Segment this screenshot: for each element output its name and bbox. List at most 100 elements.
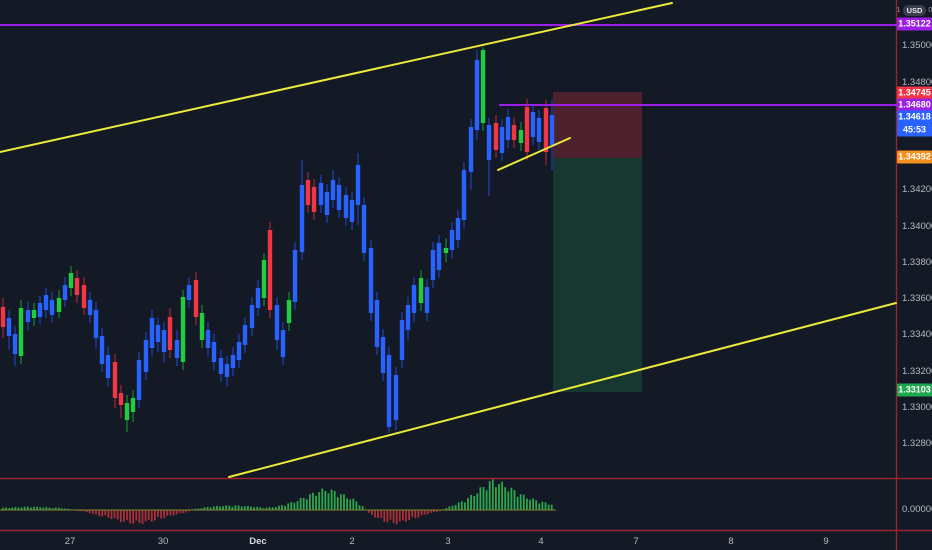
histogram-bar — [510, 487, 513, 510]
candle-body — [393, 375, 399, 420]
target-level-label: 1.33103 — [897, 383, 932, 397]
histogram-bar — [234, 505, 237, 510]
histogram-bar — [8, 508, 11, 510]
histogram-bar — [315, 495, 317, 510]
candle-body — [186, 285, 192, 300]
histogram-bar — [380, 510, 383, 518]
time-axis[interactable]: 27 30 Dec 2 3 4 7 8 9 — [0, 533, 897, 550]
candle-body — [124, 403, 130, 420]
candle-body — [236, 342, 242, 360]
candle-body — [174, 340, 180, 358]
histogram-bar — [309, 494, 311, 510]
time-tick-label: 27 — [64, 536, 76, 547]
price-tick-label: 1.33400 — [902, 329, 932, 340]
histogram-bar — [398, 510, 401, 522]
histogram-bar — [281, 505, 283, 510]
candle-body — [399, 320, 405, 360]
price-tick-label: 1.33200 — [902, 366, 932, 377]
alert-level-label: 1.34680 — [897, 98, 932, 112]
histogram-bar — [513, 490, 516, 510]
currency-toggle[interactable]: 1 USD 0 — [897, 3, 932, 17]
candle-body — [18, 308, 24, 356]
candle-body — [424, 287, 430, 313]
histogram-bar — [501, 481, 503, 510]
candle-body — [543, 108, 549, 152]
histogram-bar — [222, 506, 224, 510]
histogram-bar — [321, 488, 324, 510]
histogram-bar — [330, 489, 333, 510]
histogram-bar — [491, 479, 494, 510]
histogram-bar — [5, 507, 7, 510]
histogram-bar — [535, 500, 538, 510]
histogram-bar — [547, 504, 550, 510]
candle-body — [180, 297, 186, 362]
risk-zone[interactable] — [553, 92, 642, 158]
histogram-bar — [476, 493, 479, 510]
price-axis[interactable]: 1 USD 0 1.35000 1.34800 1.34200 1.34000 1.33… — [897, 0, 932, 550]
candle-body — [31, 310, 37, 318]
histogram-bar — [541, 501, 544, 510]
candle-body — [530, 112, 536, 137]
price-tick-label: 1.33600 — [902, 293, 932, 304]
candle-body — [68, 273, 74, 288]
candle-body — [349, 200, 355, 222]
minor-trendline[interactable] — [497, 137, 571, 171]
candle-body — [324, 192, 330, 215]
entry-level-label: 1.34392 — [897, 150, 932, 164]
histogram-bar — [42, 507, 45, 510]
channel-top[interactable] — [0, 2, 673, 153]
histogram-bar — [240, 506, 243, 510]
histogram-bar — [488, 481, 491, 510]
histogram-bar — [386, 510, 389, 523]
histogram-bar — [163, 510, 166, 519]
histogram-bar — [36, 506, 38, 510]
candle-body — [368, 248, 374, 313]
candle-body — [355, 165, 361, 205]
candle-body — [255, 288, 261, 308]
candle-body — [374, 300, 380, 347]
histogram-bar — [371, 510, 373, 515]
histogram-bar — [185, 510, 187, 513]
last-price-label: 1.34618 — [897, 110, 932, 124]
histogram-bar — [141, 510, 144, 525]
histogram-bar — [417, 510, 420, 518]
histogram-bar — [352, 498, 355, 510]
histogram-bar — [132, 510, 135, 524]
candle-body — [336, 185, 342, 210]
histogram-bar — [110, 510, 113, 520]
histogram-bar — [532, 498, 534, 510]
alert-level-label: 1.35122 — [897, 17, 932, 31]
histogram-bar — [256, 506, 259, 510]
candle-body — [405, 305, 411, 330]
reward-zone[interactable] — [553, 158, 642, 392]
histogram-bar — [61, 508, 63, 510]
candle-body — [536, 118, 542, 142]
time-tick-label: 2 — [349, 536, 355, 547]
histogram-bar — [135, 510, 138, 521]
histogram-bar — [473, 496, 476, 510]
histogram-bar — [433, 510, 435, 512]
histogram-bar — [302, 497, 305, 510]
candle-body — [99, 336, 105, 364]
candle-body — [242, 325, 248, 345]
candle-body — [361, 205, 367, 253]
histogram-bar — [14, 507, 17, 510]
histogram-bar — [259, 507, 262, 510]
histogram-bar — [343, 494, 345, 510]
candle-body — [468, 127, 474, 172]
histogram-bar — [389, 510, 392, 520]
histogram-bar — [445, 508, 448, 510]
histogram-bar — [507, 491, 510, 510]
histogram-bar — [504, 487, 507, 510]
candle-body — [443, 248, 449, 253]
histogram-bar — [312, 492, 314, 510]
candle-body — [511, 125, 517, 140]
histogram-bar — [519, 494, 522, 510]
channel-bottom[interactable] — [228, 302, 897, 478]
candle-body — [136, 360, 142, 400]
candle-body — [274, 305, 280, 340]
histogram-bar — [129, 510, 131, 524]
histogram-bar — [113, 510, 116, 519]
histogram-bar — [436, 510, 438, 512]
